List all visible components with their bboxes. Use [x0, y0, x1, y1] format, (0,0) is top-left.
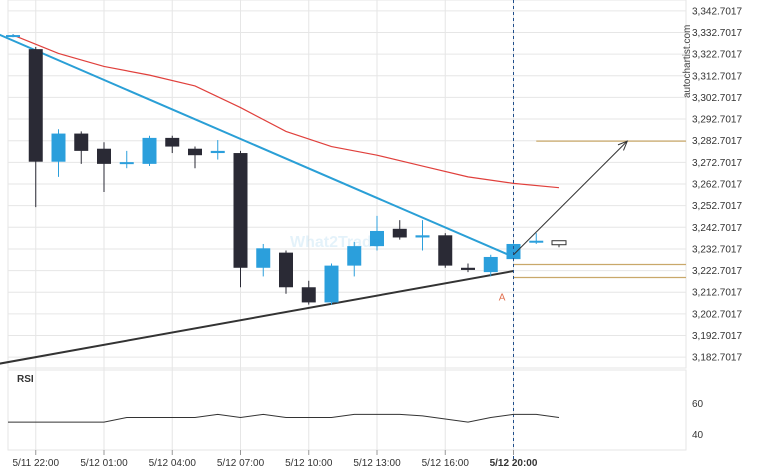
candle-body	[392, 228, 407, 238]
trendlines	[0, 33, 514, 365]
x-tick-label: 5/12 13:00	[353, 458, 401, 469]
rsi-tick-label: 40	[692, 430, 704, 441]
x-tick-label: 5/12 20:00	[490, 458, 538, 469]
y-tick-label: 3,332.7017	[692, 28, 742, 39]
forecast-arrow-head	[617, 140, 629, 151]
pattern-marker: A	[499, 292, 506, 303]
y-tick-label: 3,252.7017	[692, 201, 742, 212]
trendline-upper	[0, 33, 514, 258]
candle-body	[301, 287, 316, 303]
y-tick-label: 3,322.7017	[692, 50, 742, 61]
moving-average	[12, 34, 560, 189]
y-tick-label: 3,262.7017	[692, 180, 742, 191]
candle-body	[6, 35, 20, 38]
candle-body	[97, 148, 111, 164]
candles	[6, 33, 567, 305]
candle-body	[370, 230, 384, 247]
candle-body	[210, 150, 225, 154]
candle-body	[483, 256, 498, 273]
candle-body	[51, 133, 66, 162]
y-tick-label: 3,212.7017	[692, 288, 742, 299]
y-tick-label: 3,292.7017	[692, 115, 742, 126]
rsi-frame	[7, 369, 687, 451]
candle-body-projected	[551, 240, 567, 246]
candle-body	[188, 148, 202, 156]
y-tick-label: 3,312.7017	[692, 71, 742, 82]
price-axis: 3,182.7017 3,192.7017 3,202.7017 3,212.7017…	[692, 6, 742, 363]
candle-body	[324, 265, 339, 303]
candle-body	[529, 240, 544, 243]
x-tick-label: 5/12 01:00	[80, 458, 128, 469]
forecast-arrow-line	[513, 140, 628, 256]
candle-body	[415, 235, 430, 238]
y-tick-label: 3,202.7017	[692, 309, 742, 320]
candle-body	[506, 243, 521, 260]
y-tick-label: 3,182.7017	[692, 353, 742, 364]
source-label: autochartist.com	[682, 25, 693, 98]
candle-body	[256, 248, 271, 268]
candle-body	[347, 246, 362, 266]
x-tick-label: 5/12 10:00	[285, 458, 333, 469]
y-tick-label: 3,272.7017	[692, 158, 742, 169]
candle-body	[461, 267, 475, 270]
annotations: A	[499, 0, 629, 462]
candle-body	[279, 252, 293, 288]
candle-body	[438, 235, 453, 266]
y-tick-label: 3,282.7017	[692, 136, 742, 147]
y-tick-label: 3,242.7017	[692, 223, 742, 234]
rsi-label: RSI	[17, 374, 34, 385]
watermark: What2Trade	[290, 234, 381, 251]
candle-body	[119, 162, 134, 165]
y-tick-label: 3,302.7017	[692, 93, 742, 104]
candle-body	[233, 153, 248, 268]
moving-average-line	[12, 34, 560, 189]
y-tick-label: 3,342.7017	[692, 6, 742, 17]
y-tick-label: 3,192.7017	[692, 331, 742, 342]
time-axis: 5/11 22:00 5/12 01:00 5/12 04:00 5/12 07:00…	[12, 450, 538, 469]
horizontal-levels	[513, 140, 686, 279]
rsi-line	[8, 413, 560, 423]
candle-body	[74, 133, 89, 151]
y-tick-label: 3,232.7017	[692, 244, 742, 255]
trendline-lower	[0, 270, 514, 365]
x-tick-label: 5/12 07:00	[217, 458, 265, 469]
candle-body	[142, 137, 157, 164]
candle-body	[165, 137, 180, 147]
x-tick-label: 5/12 16:00	[422, 458, 470, 469]
x-tick-label: 5/11 22:00	[12, 458, 59, 469]
rsi-panel: 60 40	[8, 399, 704, 441]
rsi-tick-label: 60	[692, 399, 704, 410]
x-tick-label: 5/12 04:00	[149, 458, 197, 469]
y-tick-label: 3,222.7017	[692, 266, 742, 277]
candle-body	[28, 49, 43, 162]
